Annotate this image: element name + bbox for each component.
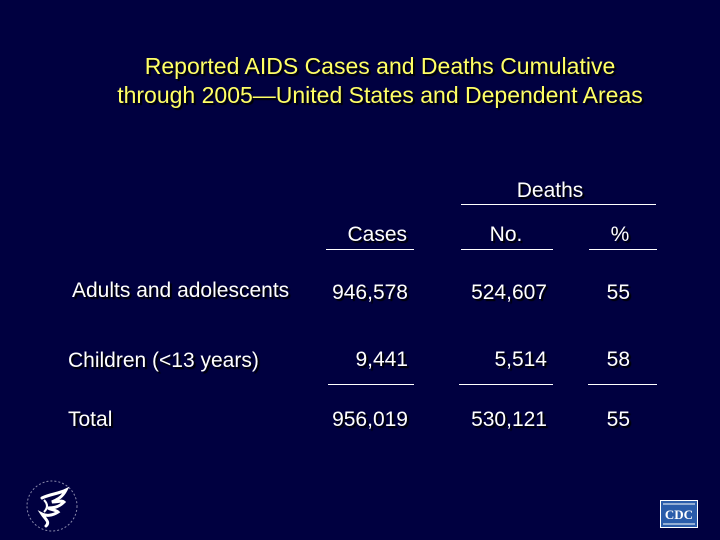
deaths-pct-sum-rule <box>588 384 657 385</box>
deaths-no-header-underline <box>461 249 553 250</box>
deaths-pct-header-underline <box>589 249 657 250</box>
cdc-logo-text: CDC <box>665 507 693 522</box>
slide-title-line-2: through 2005—United States and Dependent… <box>117 82 643 108</box>
deaths-group-underline <box>461 204 656 205</box>
row-label: Total <box>68 408 113 431</box>
cases-header-underline <box>326 249 414 250</box>
deaths-no-value: 5,514 <box>494 348 547 371</box>
deaths-no-value: 524,607 <box>471 281 547 304</box>
cases-value: 956,019 <box>332 408 408 431</box>
deaths-pct-value: 58 <box>606 348 630 371</box>
deaths-group-header: Deaths <box>516 179 584 202</box>
cases-value: 946,578 <box>332 281 408 304</box>
hhs-eagle-logo-icon <box>24 478 80 534</box>
column-header-cases: Cases <box>347 223 407 246</box>
column-header-deaths-pct: % <box>610 223 630 246</box>
deaths-no-sum-rule <box>459 384 553 385</box>
deaths-pct-value: 55 <box>606 408 630 431</box>
row-label: Adults and adolescents <box>72 279 290 302</box>
deaths-no-value: 530,121 <box>471 408 547 431</box>
cases-value: 9,441 <box>355 348 408 371</box>
cdc-logo-icon: CDC <box>660 500 698 528</box>
cases-sum-rule <box>328 384 414 385</box>
row-label: Children (<13 years) <box>68 349 259 372</box>
column-header-deaths-no: No. <box>489 223 523 246</box>
slide-title-line-1: Reported AIDS Cases and Deaths Cumulativ… <box>144 53 616 79</box>
deaths-pct-value: 55 <box>606 281 630 304</box>
slide-title: Reported AIDS Cases and Deaths Cumulativ… <box>60 52 700 110</box>
